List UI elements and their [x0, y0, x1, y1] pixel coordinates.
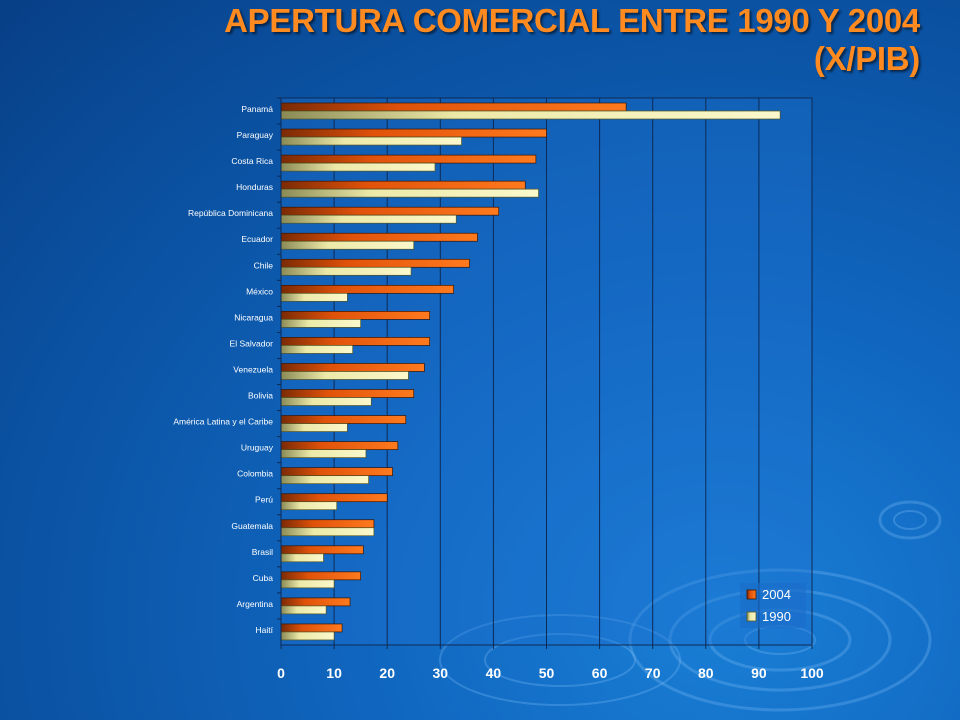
x-tick-label: 40 — [486, 665, 502, 681]
bar-1990 — [280, 214, 457, 224]
bar-2004 — [280, 363, 425, 372]
category-label: Panamá — [241, 104, 273, 114]
slide-title-line-1: APERTURA COMERCIAL ENTRE 1990 Y 2004 — [224, 2, 920, 39]
legend: 2004 1990 — [740, 583, 806, 628]
x-tick-label: 100 — [800, 665, 824, 681]
x-tick-label: 20 — [379, 665, 395, 681]
bar-2004 — [280, 597, 351, 607]
x-tick-label: 90 — [751, 665, 767, 681]
bar-2004 — [280, 441, 399, 450]
category-label: América Latina y el Caribe — [173, 417, 273, 427]
category-label: El Salvador — [230, 338, 274, 348]
bar-2004 — [280, 389, 415, 398]
bar-2004 — [280, 415, 407, 424]
category-label: Argentina — [237, 599, 274, 609]
slide-title: APERTURA COMERCIAL ENTRE 1990 Y 2004 (X/… — [60, 2, 920, 78]
bar-1990 — [280, 162, 436, 172]
category-label: Perú — [255, 495, 273, 505]
category-label: Chile — [254, 260, 274, 270]
bar-1990 — [280, 371, 409, 380]
bar-1990 — [280, 449, 367, 458]
bar-1990 — [280, 527, 375, 537]
legend-swatch-1990 — [746, 611, 757, 622]
bar-1990 — [280, 501, 338, 511]
bar-1990 — [280, 319, 362, 328]
bar-2004 — [280, 623, 343, 633]
x-tick-label: 10 — [326, 665, 342, 681]
bar-2004 — [280, 232, 478, 242]
bar-2004 — [280, 545, 364, 555]
slide-title-line-2: (X/PIB) — [813, 40, 920, 77]
category-label: México — [246, 286, 273, 296]
bar-2004 — [280, 206, 500, 216]
category-label: Costa Rica — [231, 156, 273, 166]
bar-1990 — [280, 475, 369, 485]
category-label: Guatemala — [231, 521, 273, 531]
category-label: Cuba — [253, 573, 274, 583]
bar-1990 — [280, 345, 354, 354]
bar-1990 — [280, 240, 415, 250]
bar-1990 — [280, 553, 324, 563]
x-tick-label: 30 — [433, 665, 449, 681]
bar-1990 — [280, 631, 335, 641]
bar-1990 — [280, 136, 462, 146]
category-label: Brasil — [252, 547, 273, 557]
bar-2004 — [280, 519, 375, 529]
bar-1990 — [280, 292, 348, 302]
bar-2004 — [280, 571, 362, 581]
bar-1990 — [280, 266, 412, 276]
bar-1990 — [280, 397, 372, 406]
bar-2004 — [280, 467, 393, 477]
category-label: Bolivia — [248, 391, 273, 401]
category-label: República Dominicana — [188, 208, 273, 218]
bar-2004 — [280, 154, 537, 164]
bar-2004 — [280, 180, 526, 190]
legend-swatch-2004 — [746, 589, 757, 600]
bar-2004 — [280, 258, 470, 268]
bar-1990 — [280, 605, 327, 615]
x-tick-label: 0 — [277, 665, 285, 681]
bar-2004 — [280, 337, 431, 346]
category-label: Honduras — [236, 182, 273, 192]
bar-1990 — [280, 188, 539, 198]
category-label: Nicaragua — [234, 312, 273, 322]
bar-2004 — [280, 128, 547, 138]
legend-label-1990: 1990 — [762, 609, 791, 624]
x-tick-label: 60 — [592, 665, 608, 681]
category-label: Paraguay — [237, 130, 274, 140]
x-tick-label: 80 — [698, 665, 714, 681]
x-tick-label: 70 — [645, 665, 661, 681]
bar-2004 — [280, 493, 388, 503]
bar-2004 — [280, 311, 431, 320]
category-label: Uruguay — [241, 443, 274, 453]
bar-1990 — [280, 110, 781, 120]
bar-1990 — [280, 579, 335, 589]
bar-1990 — [280, 423, 348, 432]
bar-2004 — [280, 102, 627, 112]
x-tick-label: 50 — [539, 665, 555, 681]
category-label: Venezuela — [233, 364, 273, 374]
category-label: Ecuador — [241, 234, 273, 244]
category-label: Colombia — [237, 469, 273, 479]
legend-label-2004: 2004 — [762, 587, 791, 602]
bar-2004 — [280, 284, 454, 294]
category-label: Haití — [256, 625, 274, 635]
